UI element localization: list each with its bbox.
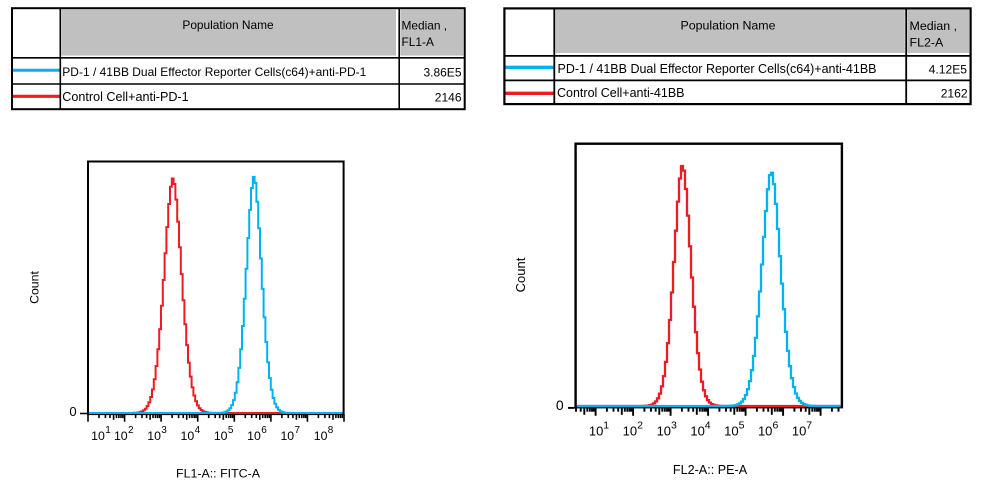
svg-text:10: 10 bbox=[792, 424, 806, 439]
svg-text:10: 10 bbox=[589, 424, 603, 439]
svg-text:10: 10 bbox=[247, 429, 261, 443]
svg-text:2146: 2146 bbox=[435, 90, 462, 104]
svg-text:Control Cell+anti-41BB: Control Cell+anti-41BB bbox=[557, 86, 685, 100]
svg-text:Population Name: Population Name bbox=[680, 18, 775, 32]
svg-text:3: 3 bbox=[161, 425, 167, 436]
svg-text:3.86E5: 3.86E5 bbox=[423, 66, 461, 80]
svg-text:0: 0 bbox=[69, 404, 76, 419]
svg-text:4.12E5: 4.12E5 bbox=[929, 62, 968, 76]
svg-text:Population Name: Population Name bbox=[182, 18, 274, 32]
svg-text:0: 0 bbox=[556, 397, 564, 413]
svg-text:10: 10 bbox=[280, 429, 294, 443]
svg-text:Count: Count bbox=[28, 271, 42, 304]
svg-text:10: 10 bbox=[114, 429, 128, 443]
svg-text:2: 2 bbox=[128, 425, 134, 436]
svg-text:6: 6 bbox=[261, 425, 267, 436]
svg-text:6: 6 bbox=[773, 420, 779, 432]
svg-text:Control Cell+anti-PD-1: Control Cell+anti-PD-1 bbox=[62, 90, 188, 104]
svg-text:2: 2 bbox=[637, 420, 643, 432]
svg-text:Median ,: Median , bbox=[910, 19, 958, 33]
svg-text:10: 10 bbox=[758, 424, 772, 439]
svg-text:FL2-A:: PE-A: FL2-A:: PE-A bbox=[673, 463, 748, 477]
svg-text:10: 10 bbox=[657, 424, 671, 439]
svg-text:10: 10 bbox=[214, 429, 228, 443]
svg-text:5: 5 bbox=[739, 420, 745, 432]
svg-text:10: 10 bbox=[724, 424, 738, 439]
svg-text:4: 4 bbox=[705, 420, 711, 432]
svg-text:7: 7 bbox=[295, 425, 301, 436]
svg-text:2162: 2162 bbox=[941, 86, 968, 100]
svg-text:Median ,: Median , bbox=[402, 19, 448, 33]
svg-text:PD-1 / 41BB Dual Effector Repo: PD-1 / 41BB Dual Effector Reporter Cells… bbox=[558, 62, 877, 76]
svg-text:Count: Count bbox=[513, 257, 528, 292]
svg-text:7: 7 bbox=[806, 420, 812, 432]
svg-text:10: 10 bbox=[314, 429, 328, 443]
svg-text:1: 1 bbox=[603, 420, 609, 432]
svg-text:PD-1 / 41BB Dual Effector Repo: PD-1 / 41BB Dual Effector Reporter Cells… bbox=[62, 65, 366, 79]
svg-text:4: 4 bbox=[195, 425, 201, 436]
svg-text:3: 3 bbox=[671, 420, 677, 432]
svg-text:8: 8 bbox=[328, 425, 334, 436]
svg-text:FL1-A: FL1-A bbox=[402, 35, 434, 49]
svg-text:10: 10 bbox=[147, 429, 161, 443]
svg-text:10: 10 bbox=[623, 424, 637, 439]
svg-text:FL1-A:: FITC-A: FL1-A:: FITC-A bbox=[176, 466, 261, 480]
svg-text:5: 5 bbox=[228, 425, 234, 436]
svg-text:10: 10 bbox=[690, 424, 704, 439]
svg-text:1: 1 bbox=[105, 425, 111, 436]
svg-text:10: 10 bbox=[181, 429, 195, 443]
svg-text:FL2-A: FL2-A bbox=[910, 36, 944, 50]
svg-text:10: 10 bbox=[91, 429, 105, 443]
